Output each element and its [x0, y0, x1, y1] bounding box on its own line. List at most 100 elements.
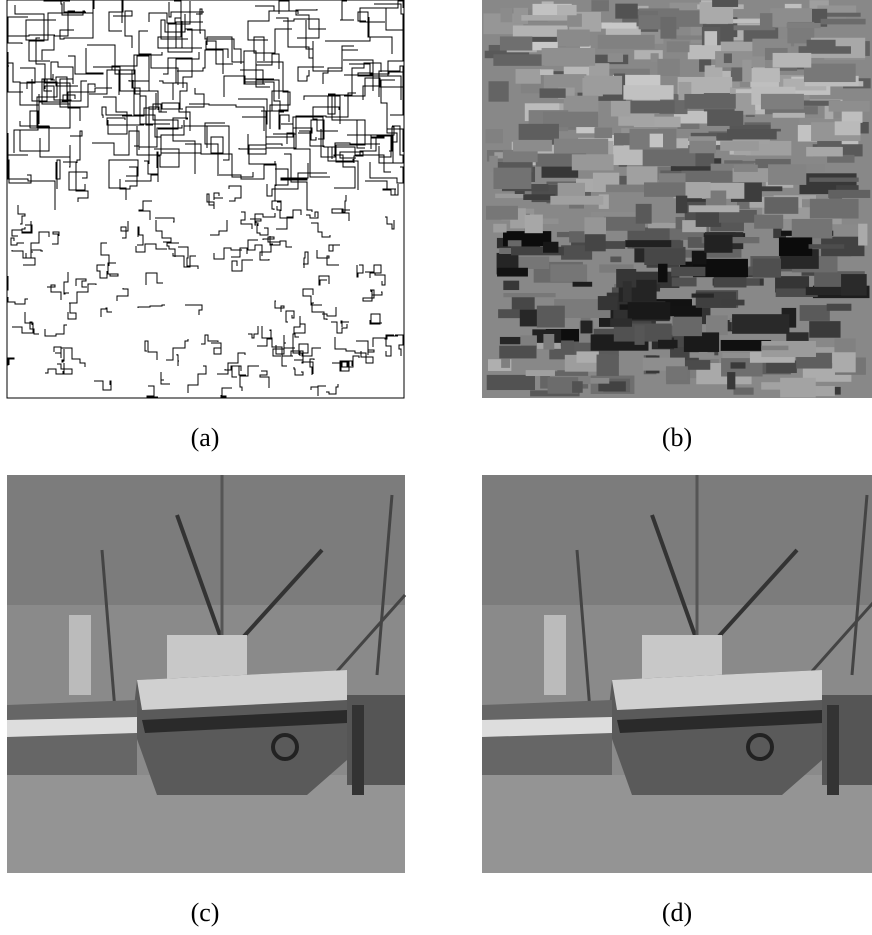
region-block: [731, 362, 746, 368]
region-block: [584, 217, 606, 234]
region-block: [567, 14, 582, 27]
region-block: [707, 111, 743, 126]
region-block: [585, 234, 606, 251]
region-block: [598, 296, 618, 310]
region-block: [660, 17, 676, 39]
region-block: [809, 321, 840, 338]
region-block: [610, 318, 632, 326]
region-block: [584, 76, 622, 95]
region-block: [644, 182, 685, 196]
region-block: [689, 136, 716, 141]
region-block: [516, 69, 541, 84]
region-block: [773, 53, 812, 68]
region-block: [684, 94, 735, 109]
region-block: [753, 259, 781, 278]
region-block: [657, 59, 679, 76]
region-block: [676, 196, 687, 214]
region-block: [643, 148, 696, 166]
region-block: [572, 154, 614, 170]
region-block: [835, 121, 861, 135]
region-block: [742, 60, 751, 82]
region-block: [658, 340, 678, 348]
region-block: [727, 372, 735, 389]
region-block: [761, 94, 804, 110]
region-block: [598, 35, 655, 49]
region-block: [573, 282, 593, 287]
region-block: [764, 197, 798, 214]
region-block: [625, 240, 671, 247]
region-block: [804, 64, 856, 82]
region-block: [499, 346, 536, 359]
region-block: [615, 4, 637, 19]
region-block: [493, 54, 544, 66]
region-block: [810, 199, 859, 219]
region-block: [734, 165, 758, 172]
region-block: [540, 69, 553, 75]
caption: (b): [662, 423, 692, 452]
region-block: [733, 388, 753, 395]
region-block: [513, 140, 552, 151]
region-block: [557, 5, 577, 15]
region-block: [689, 205, 740, 212]
region-block: [667, 41, 690, 52]
region-block: [537, 306, 565, 328]
region-block: [486, 129, 503, 143]
region-block: [732, 314, 789, 334]
panel-c-image: [7, 475, 405, 873]
region-block: [572, 381, 583, 393]
region-block: [720, 141, 759, 151]
region-block: [525, 215, 543, 234]
region-block: [858, 224, 867, 246]
region-block: [722, 300, 745, 306]
region-block: [550, 264, 587, 281]
region-block: [768, 164, 806, 185]
region-block: [508, 240, 522, 246]
region-block: [558, 183, 585, 198]
region-block: [628, 302, 671, 319]
region-block: [608, 53, 623, 62]
region-block: [635, 325, 645, 345]
region-block: [672, 317, 702, 336]
region-block: [597, 355, 619, 376]
region-block: [792, 219, 833, 239]
region-block: [521, 15, 572, 21]
region-block: [828, 190, 870, 198]
figure: (a) (b) (c) (d): [0, 0, 872, 930]
region-block: [787, 23, 821, 28]
region-block: [827, 304, 852, 311]
region-block: [644, 247, 685, 265]
region-block: [623, 85, 673, 99]
caption: (c): [191, 898, 220, 927]
region-block: [557, 29, 590, 46]
caption: (d): [662, 898, 692, 927]
region-block: [501, 8, 513, 22]
region-block: [493, 168, 531, 189]
region-block: [809, 244, 845, 249]
panel-b-image: [482, 0, 872, 398]
region-block: [540, 88, 566, 97]
region-block: [594, 128, 612, 139]
panel-a-image: [7, 0, 404, 398]
region-block: [706, 315, 728, 335]
region-block: [806, 147, 843, 157]
region-block: [779, 237, 812, 256]
region-block: [692, 294, 714, 298]
region-block: [704, 235, 732, 253]
region-block: [692, 251, 707, 265]
region-block: [712, 0, 738, 7]
region-block: [543, 334, 554, 350]
region-block: [829, 101, 870, 112]
region-block: [500, 36, 532, 50]
region-block: [636, 204, 652, 224]
region-block: [601, 23, 636, 29]
region-block: [704, 31, 717, 45]
region-block: [754, 215, 783, 229]
region-block: [760, 13, 772, 30]
region-block: [493, 224, 506, 233]
region-block: [809, 178, 858, 182]
region-block: [623, 281, 632, 302]
region-block: [658, 264, 667, 283]
region-block: [807, 40, 836, 50]
region-block: [690, 352, 715, 358]
caption: (a): [191, 423, 220, 452]
